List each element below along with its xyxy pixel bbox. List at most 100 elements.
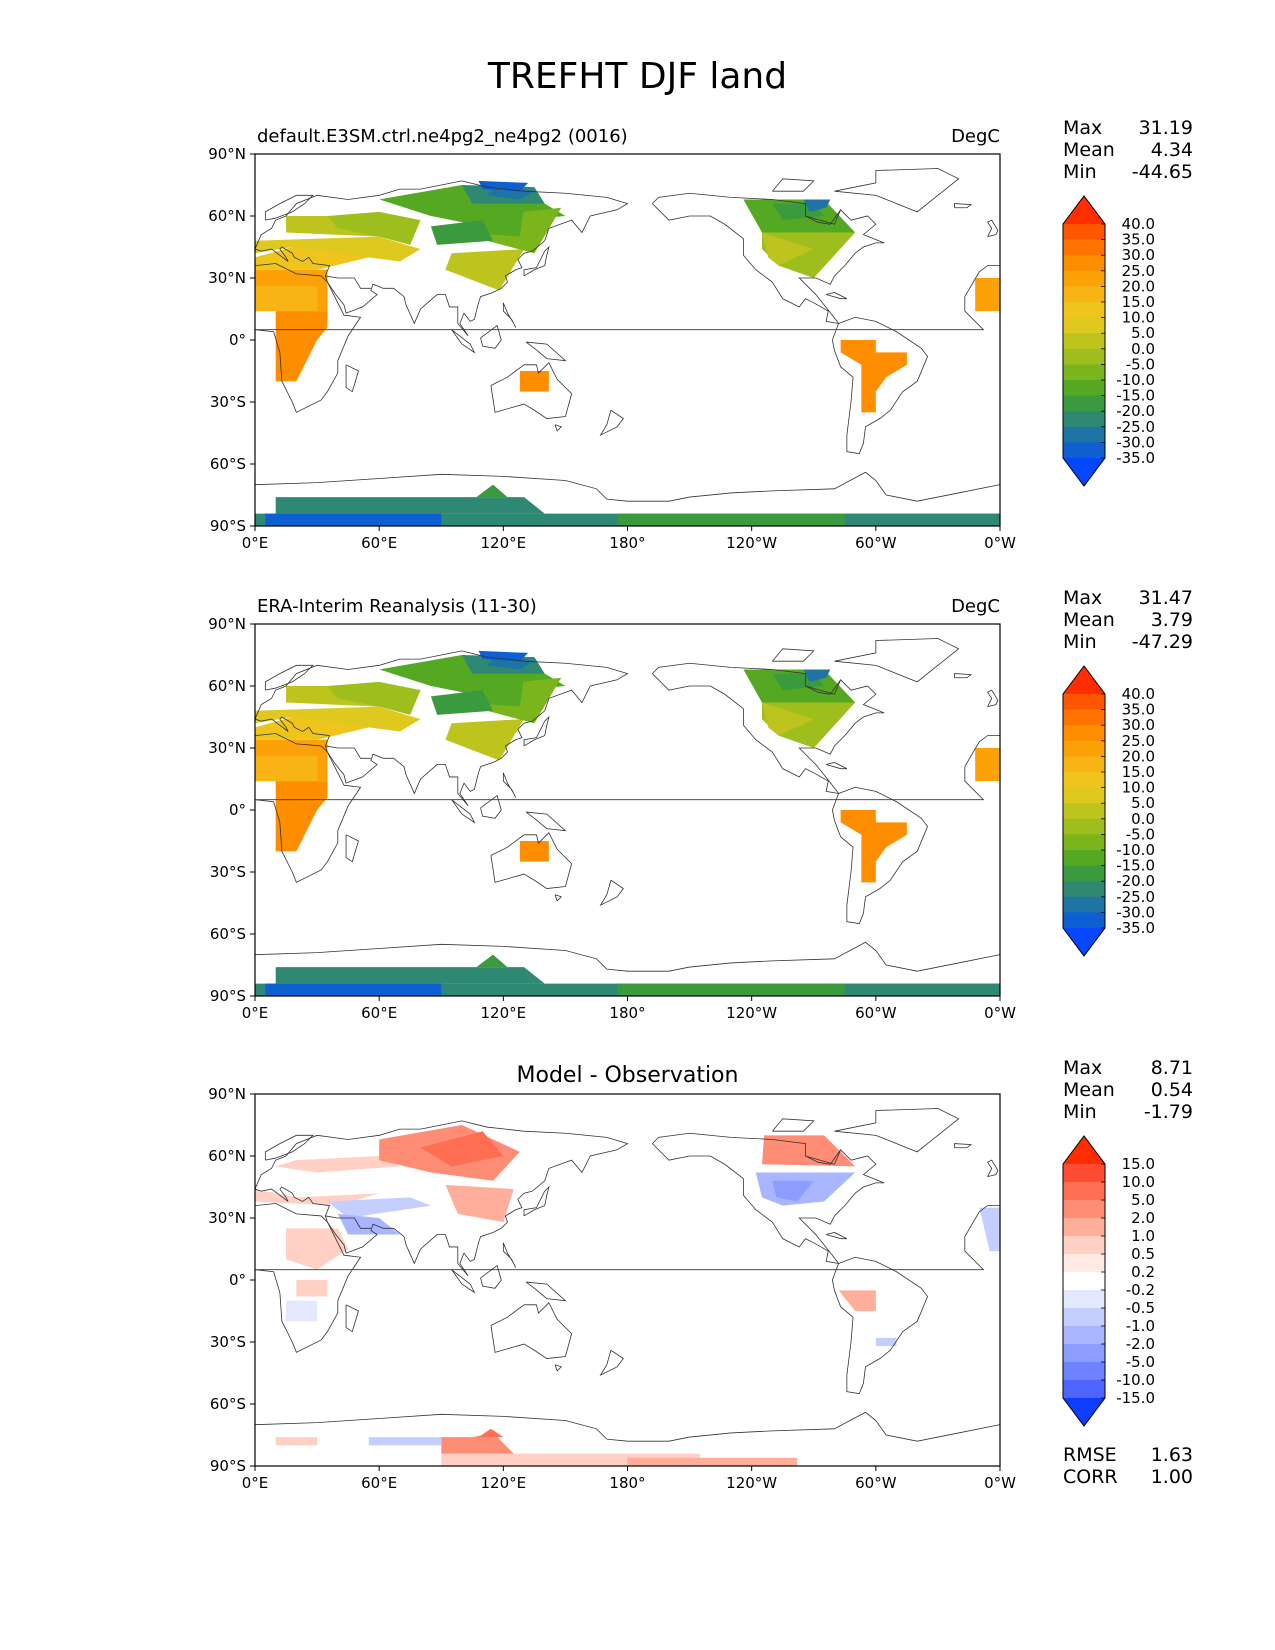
colorbar-label: 0.0 [1131,340,1155,358]
colorbar-extend-min [1063,458,1105,486]
coastline [652,1132,885,1265]
coastline [986,219,999,238]
coastline [480,324,502,349]
stat-value: 4.34 [1150,139,1193,161]
colorbar-label: -0.2 [1126,1281,1155,1299]
colorbar-segment [1063,1344,1105,1363]
coastline [554,424,563,432]
colorbar-label: 20.0 [1122,277,1155,295]
panel-3-stats: Max 8.71 Mean 0.54 Min -1.79 [1063,1057,1193,1123]
lon-tick-label: 60°E [361,1474,397,1492]
lat-tick-label: 30°N [208,269,246,287]
lon-tick-label: 60°E [361,1004,397,1022]
colorbar-extend-max [1063,1136,1105,1164]
colorbar-label: 15.0 [1122,763,1155,781]
coastline [525,811,567,832]
lon-tick-label: 60°W [855,534,897,552]
stat-value: -47.29 [1131,631,1193,653]
colorbar-segment [1063,286,1105,303]
lon-tick-label: 180° [609,534,645,552]
coastline [264,194,314,221]
colorbar-segment [1063,881,1105,898]
colorbar-label: -15.0 [1116,387,1155,405]
colorbar-segment [1063,772,1105,789]
coastline [954,203,973,209]
lat-tick-label: 60°S [210,1395,246,1413]
colorbar-label: -10.0 [1116,841,1155,859]
colorbar-label: -10.0 [1116,1371,1155,1389]
field-contour [875,1337,897,1347]
field-contour [627,1457,798,1466]
colorbar-segment [1063,348,1105,365]
colorbar-label: -30.0 [1116,433,1155,451]
field-contour [337,1213,400,1235]
lat-tick-label: 90°S [210,517,246,535]
colorbar-segment [1063,1236,1105,1255]
stat-value: 31.19 [1138,117,1193,139]
lat-tick-label: 60°S [210,925,246,943]
coastline [826,292,848,300]
stat-label: Max [1063,587,1103,609]
coastline [502,302,517,328]
colorbar-segment [1063,756,1105,773]
colorbar-label: 20.0 [1122,747,1155,765]
field-contour [840,810,907,883]
coastline [826,762,848,770]
field-contour [430,220,493,245]
lon-tick-label: 120°W [726,1474,777,1492]
field-contour [519,841,549,862]
stat-value: -44.65 [1131,161,1193,183]
field-contour [265,983,442,996]
coastline [254,180,629,337]
map-background [255,154,1000,526]
field-contour [327,1197,431,1218]
lon-tick-label: 60°W [855,1474,897,1492]
field-contour [255,756,318,782]
lat-tick-label: 30°N [208,1209,246,1227]
field-contour [255,286,318,312]
colorbar-segment [1063,239,1105,256]
field-contour [445,249,525,291]
coastline [254,650,629,807]
lon-tick-label: 0°W [984,1474,1016,1492]
colorbar-segment [1063,1182,1105,1201]
field-contour [617,513,845,526]
coastline [254,263,1000,413]
stat-label: Max [1063,1057,1103,1079]
colorbar-segment [1063,395,1105,412]
coastline [652,662,885,795]
coastline [805,209,842,225]
lon-tick-label: 120°E [481,1004,527,1022]
colorbar-label: -15.0 [1116,857,1155,875]
field-contour [275,311,328,382]
colorbar-label: 5.0 [1131,1191,1155,1209]
field-contour [478,1428,504,1438]
colorbar-label: 10.0 [1122,309,1155,327]
lon-tick-label: 0°W [984,534,1016,552]
coastline [451,799,476,824]
coastline [986,1159,999,1178]
colorbar-label: -2.0 [1126,1335,1155,1353]
field-contour [838,1290,876,1311]
colorbar-label: -5.0 [1126,1353,1155,1371]
lon-tick-label: 0°E [242,1004,269,1022]
colorbar-segment [1063,1164,1105,1183]
field-contour [476,484,508,498]
map-background [255,1094,1000,1466]
colorbar-label: 15.0 [1122,293,1155,311]
colorbar-segment [1063,1200,1105,1219]
stat-label: Mean [1063,609,1115,631]
colorbar-label: 10.0 [1122,779,1155,797]
colorbar-segment [1063,442,1105,459]
colorbar-segment [1063,317,1105,334]
lat-tick-label: 60°N [208,207,246,225]
coastline [345,364,359,393]
coastline [264,1134,314,1161]
lon-tick-label: 0°E [242,534,269,552]
coastline [772,648,815,662]
lat-tick-label: 90°N [208,145,246,163]
panel-3-metrics: RMSE 1.63 CORR 1.00 [1063,1444,1193,1488]
lat-tick-label: 90°N [208,615,246,633]
colorbar-label: -25.0 [1116,888,1155,906]
